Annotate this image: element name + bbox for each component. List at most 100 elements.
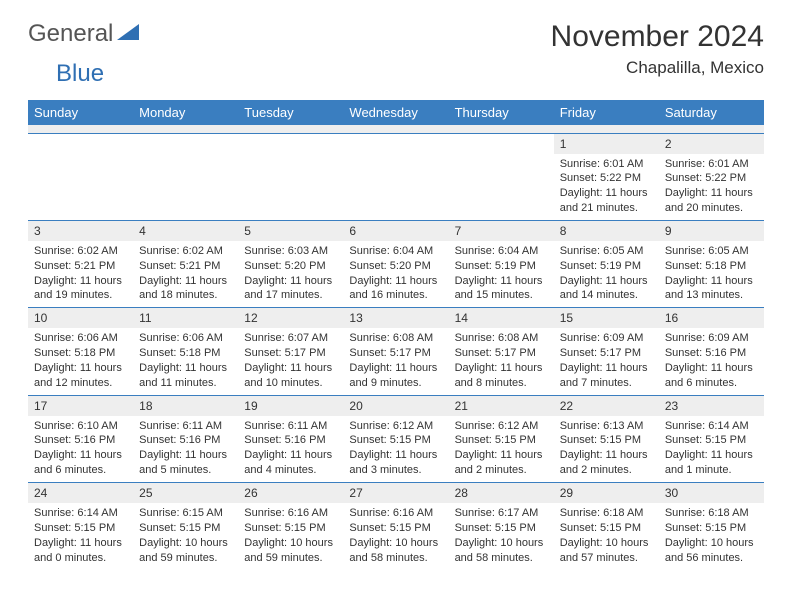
day-number: 22 <box>554 396 659 416</box>
daylight-text: Daylight: 10 hours and 59 minutes. <box>139 536 232 566</box>
day-number: 7 <box>449 221 554 241</box>
sunrise-text: Sunrise: 6:12 AM <box>349 419 442 434</box>
sunrise-text: Sunrise: 6:08 AM <box>455 331 548 346</box>
sunset-text: Sunset: 5:15 PM <box>455 521 548 536</box>
sunset-text: Sunset: 5:15 PM <box>34 521 127 536</box>
sunset-text: Sunset: 5:18 PM <box>34 346 127 361</box>
week-row: 1Sunrise: 6:01 AMSunset: 5:22 PMDaylight… <box>28 133 764 220</box>
daylight-text: Daylight: 11 hours and 5 minutes. <box>139 448 232 478</box>
calendar-body: 1Sunrise: 6:01 AMSunset: 5:22 PMDaylight… <box>28 133 764 569</box>
day-details: Sunrise: 6:11 AMSunset: 5:16 PMDaylight:… <box>133 416 238 482</box>
sunset-text: Sunset: 5:19 PM <box>455 259 548 274</box>
day-number: 18 <box>133 396 238 416</box>
day-header-tue: Tuesday <box>238 100 343 125</box>
sunrise-text: Sunrise: 6:06 AM <box>34 331 127 346</box>
week-row: 24Sunrise: 6:14 AMSunset: 5:15 PMDayligh… <box>28 483 764 570</box>
logo-text-blue: Blue <box>56 60 104 87</box>
day-number: 6 <box>343 221 448 241</box>
day-details: Sunrise: 6:04 AMSunset: 5:19 PMDaylight:… <box>449 241 554 307</box>
sunrise-text: Sunrise: 6:10 AM <box>34 419 127 434</box>
day-number: 27 <box>343 483 448 503</box>
daylight-text: Daylight: 11 hours and 6 minutes. <box>665 361 758 391</box>
sunrise-text: Sunrise: 6:15 AM <box>139 506 232 521</box>
day-cell: 9Sunrise: 6:05 AMSunset: 5:18 PMDaylight… <box>659 220 764 307</box>
day-cell: 1Sunrise: 6:01 AMSunset: 5:22 PMDaylight… <box>554 133 659 220</box>
sunset-text: Sunset: 5:17 PM <box>349 346 442 361</box>
sunset-text: Sunset: 5:17 PM <box>455 346 548 361</box>
sunrise-text: Sunrise: 6:02 AM <box>34 244 127 259</box>
daylight-text: Daylight: 11 hours and 8 minutes. <box>455 361 548 391</box>
day-cell: 24Sunrise: 6:14 AMSunset: 5:15 PMDayligh… <box>28 483 133 570</box>
daylight-text: Daylight: 10 hours and 56 minutes. <box>665 536 758 566</box>
day-cell: 2Sunrise: 6:01 AMSunset: 5:22 PMDaylight… <box>659 133 764 220</box>
day-cell: 8Sunrise: 6:05 AMSunset: 5:19 PMDaylight… <box>554 220 659 307</box>
day-cell: 14Sunrise: 6:08 AMSunset: 5:17 PMDayligh… <box>449 308 554 395</box>
sunrise-text: Sunrise: 6:05 AM <box>665 244 758 259</box>
day-details: Sunrise: 6:12 AMSunset: 5:15 PMDaylight:… <box>343 416 448 482</box>
day-cell: 11Sunrise: 6:06 AMSunset: 5:18 PMDayligh… <box>133 308 238 395</box>
day-details: Sunrise: 6:12 AMSunset: 5:15 PMDaylight:… <box>449 416 554 482</box>
day-details: Sunrise: 6:09 AMSunset: 5:16 PMDaylight:… <box>659 328 764 394</box>
daylight-text: Daylight: 11 hours and 17 minutes. <box>244 274 337 304</box>
daylight-text: Daylight: 11 hours and 21 minutes. <box>560 186 653 216</box>
day-details: Sunrise: 6:17 AMSunset: 5:15 PMDaylight:… <box>449 503 554 569</box>
day-number: 2 <box>659 134 764 154</box>
sunrise-text: Sunrise: 6:11 AM <box>139 419 232 434</box>
day-cell <box>238 133 343 220</box>
daylight-text: Daylight: 11 hours and 14 minutes. <box>560 274 653 304</box>
sunrise-text: Sunrise: 6:11 AM <box>244 419 337 434</box>
sunrise-text: Sunrise: 6:14 AM <box>34 506 127 521</box>
daylight-text: Daylight: 11 hours and 1 minute. <box>665 448 758 478</box>
day-cell: 12Sunrise: 6:07 AMSunset: 5:17 PMDayligh… <box>238 308 343 395</box>
day-number: 4 <box>133 221 238 241</box>
sunrise-text: Sunrise: 6:13 AM <box>560 419 653 434</box>
sunrise-text: Sunrise: 6:17 AM <box>455 506 548 521</box>
week-row: 10Sunrise: 6:06 AMSunset: 5:18 PMDayligh… <box>28 308 764 395</box>
sunset-text: Sunset: 5:15 PM <box>349 521 442 536</box>
day-header-fri: Friday <box>554 100 659 125</box>
sunrise-text: Sunrise: 6:04 AM <box>349 244 442 259</box>
month-title: November 2024 <box>551 20 764 54</box>
sunrise-text: Sunrise: 6:09 AM <box>665 331 758 346</box>
day-cell: 25Sunrise: 6:15 AMSunset: 5:15 PMDayligh… <box>133 483 238 570</box>
sunset-text: Sunset: 5:20 PM <box>349 259 442 274</box>
sunset-text: Sunset: 5:17 PM <box>244 346 337 361</box>
day-number: 1 <box>554 134 659 154</box>
daylight-text: Daylight: 10 hours and 58 minutes. <box>455 536 548 566</box>
day-details: Sunrise: 6:18 AMSunset: 5:15 PMDaylight:… <box>659 503 764 569</box>
day-header-row: Sunday Monday Tuesday Wednesday Thursday… <box>28 100 764 125</box>
day-details: Sunrise: 6:02 AMSunset: 5:21 PMDaylight:… <box>133 241 238 307</box>
day-cell: 21Sunrise: 6:12 AMSunset: 5:15 PMDayligh… <box>449 395 554 482</box>
day-details: Sunrise: 6:05 AMSunset: 5:19 PMDaylight:… <box>554 241 659 307</box>
daylight-text: Daylight: 11 hours and 6 minutes. <box>34 448 127 478</box>
logo: General <box>28 20 141 48</box>
day-cell: 13Sunrise: 6:08 AMSunset: 5:17 PMDayligh… <box>343 308 448 395</box>
day-details: Sunrise: 6:11 AMSunset: 5:16 PMDaylight:… <box>238 416 343 482</box>
day-details: Sunrise: 6:06 AMSunset: 5:18 PMDaylight:… <box>28 328 133 394</box>
daylight-text: Daylight: 11 hours and 3 minutes. <box>349 448 442 478</box>
week-row: 17Sunrise: 6:10 AMSunset: 5:16 PMDayligh… <box>28 395 764 482</box>
sunrise-text: Sunrise: 6:01 AM <box>560 157 653 172</box>
sunset-text: Sunset: 5:16 PM <box>139 433 232 448</box>
sunrise-text: Sunrise: 6:08 AM <box>349 331 442 346</box>
day-cell: 5Sunrise: 6:03 AMSunset: 5:20 PMDaylight… <box>238 220 343 307</box>
sunset-text: Sunset: 5:15 PM <box>560 521 653 536</box>
day-cell: 30Sunrise: 6:18 AMSunset: 5:15 PMDayligh… <box>659 483 764 570</box>
sunrise-text: Sunrise: 6:14 AM <box>665 419 758 434</box>
day-details: Sunrise: 6:10 AMSunset: 5:16 PMDaylight:… <box>28 416 133 482</box>
sunset-text: Sunset: 5:20 PM <box>244 259 337 274</box>
day-details: Sunrise: 6:02 AMSunset: 5:21 PMDaylight:… <box>28 241 133 307</box>
day-number: 23 <box>659 396 764 416</box>
sunrise-text: Sunrise: 6:04 AM <box>455 244 548 259</box>
day-details: Sunrise: 6:04 AMSunset: 5:20 PMDaylight:… <box>343 241 448 307</box>
day-number: 17 <box>28 396 133 416</box>
sunset-text: Sunset: 5:15 PM <box>665 521 758 536</box>
day-number: 24 <box>28 483 133 503</box>
daylight-text: Daylight: 11 hours and 2 minutes. <box>560 448 653 478</box>
page: General November 2024 Chapalilla, Mexico… <box>0 0 792 589</box>
day-number: 12 <box>238 308 343 328</box>
day-number: 20 <box>343 396 448 416</box>
day-cell: 15Sunrise: 6:09 AMSunset: 5:17 PMDayligh… <box>554 308 659 395</box>
day-details: Sunrise: 6:06 AMSunset: 5:18 PMDaylight:… <box>133 328 238 394</box>
day-number: 9 <box>659 221 764 241</box>
